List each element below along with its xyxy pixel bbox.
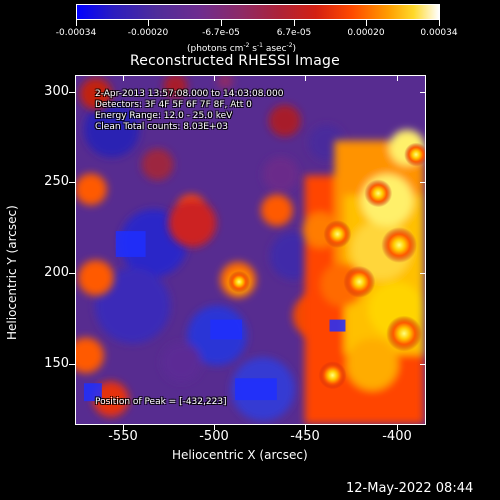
x-axis-tick [123,424,124,430]
generation-timestamp: 12-May-2022 08:44 [346,481,474,496]
image-plot-area: 2-Apr-2013 13:57:08.000 to 14:03:08.000 … [75,75,426,425]
x-axis-top-tick [214,75,215,81]
colorbar-gradient [77,5,439,19]
x-axis-tick [305,424,306,430]
x-axis-title: Heliocentric X (arcsec) [172,448,308,462]
colorbar-tick-label: 6.7e-05 [276,28,312,38]
y-axis-right-tick [420,92,426,93]
y-axis-tick-label: 250 [44,174,69,189]
colorbar-tick [294,20,295,26]
colorbar-tick-label: -6.7e-05 [202,28,240,38]
colorbar-gradient-frame [76,4,440,20]
colorbar-tick [221,20,222,26]
x-axis-tick [397,424,398,430]
y-axis-tick-label: 200 [44,265,69,280]
time-range-label: 2-Apr-2013 13:57:08.000 to 14:03:08.000 [95,89,284,99]
heatmap-blue-patches [83,231,346,402]
x-axis-tick-label: -450 [290,429,320,444]
peak-position-label: Position of Peak = [-432,223] [95,397,227,407]
energy-range-label: Energy Range: 12.0 - 25.0 keV [95,111,233,121]
x-axis-top-tick [397,75,398,81]
heatmap-bright-region [302,129,425,424]
colorbar-tick-label: 0.00020 [347,28,385,38]
x-axis-tick-label: -400 [382,429,412,444]
y-axis-right-tick [420,364,426,365]
colorbar-tick [148,20,149,26]
x-axis-top-tick [123,75,124,81]
y-axis-tick-label: 150 [44,356,69,371]
x-axis-tick [214,424,215,430]
x-axis-top-tick [305,75,306,81]
x-axis-tick-label: -550 [108,429,138,444]
y-axis-right-tick [420,182,426,183]
plot-title: Reconstructed RHESSI Image [130,53,340,69]
x-axis-tick-label: -500 [199,429,229,444]
y-axis-tick [69,182,75,183]
colorbar-tick [439,20,440,26]
colorbar-units: (photons cm-2 s-1 asec-2) [187,42,297,54]
y-axis-title: Heliocentric Y (arcsec) [5,205,19,340]
y-axis-tick [69,92,75,93]
colorbar-tick [366,20,367,26]
colorbar-tick-label: -0.00020 [127,28,169,38]
y-axis-tick [69,364,75,365]
colorbar-tick-label: 0.00034 [420,28,458,38]
y-axis-tick-label: 300 [44,84,69,99]
heatmap-image [76,76,425,424]
clean-counts-label: Clean Total counts: 8.03E+03 [95,122,228,132]
y-axis-right-tick [420,273,426,274]
y-axis-tick [69,273,75,274]
colorbar-tick-label: -0.00034 [55,28,97,38]
heatmap-hotspots [228,142,425,390]
colorbar-tick [76,20,77,26]
detectors-label: Detectors: 3F 4F 5F 6F 7F 8F, Att 0 [95,100,252,110]
